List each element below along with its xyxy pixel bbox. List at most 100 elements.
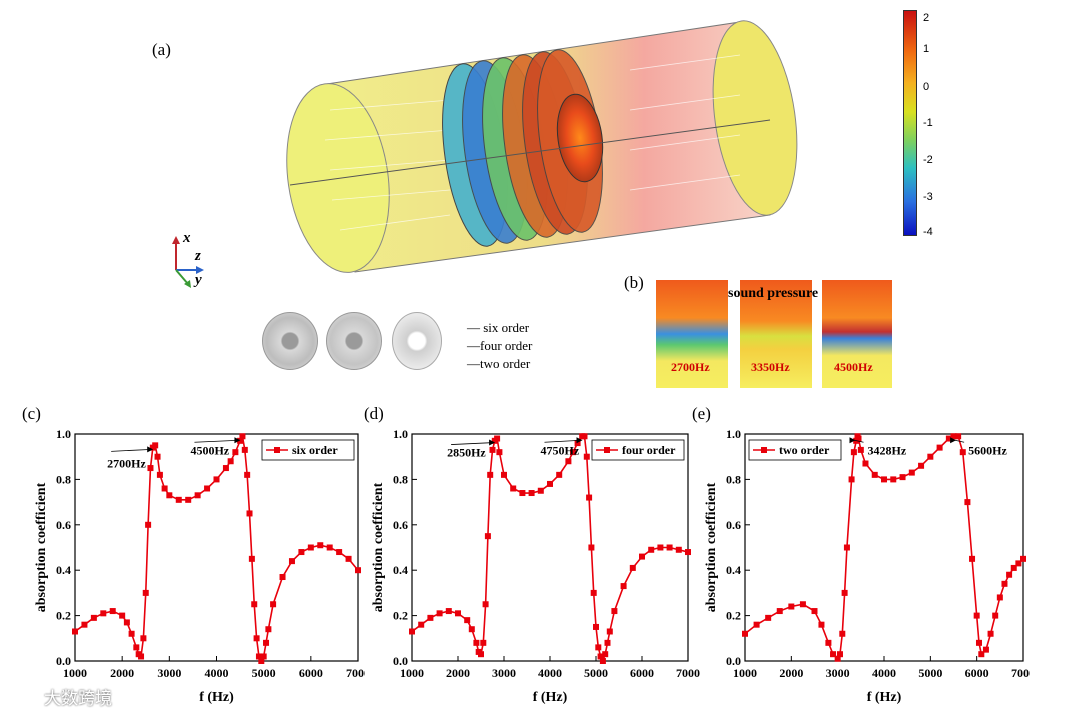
data-point [142,589,149,596]
legend-label: two order [779,443,830,457]
plot-frame [411,433,689,662]
four-order-thumbnail [326,312,382,370]
x-axis-label: f (Hz) [867,690,902,705]
colorbar-tick: 0 [923,81,930,93]
data-point [204,485,211,492]
data-point [72,628,78,635]
data-point [147,465,154,472]
data-point [336,549,343,556]
resonator-stack [442,49,604,247]
inset-freq-label: 3350Hz [751,360,790,374]
data-point [265,626,272,633]
x-tick-label: 5000 [918,666,942,680]
data-point [839,630,846,637]
data-point [537,487,544,494]
data-point [639,553,645,560]
legend-box [748,439,842,461]
data-point [799,601,806,608]
y-tick-label: 0.2 [726,609,741,623]
data-point [258,658,265,664]
data-point [1001,580,1008,587]
inset-2700 [656,280,728,388]
x-axis-label: f (Hz) [199,690,234,705]
data-point [978,651,985,658]
colorbar-tick: 1 [923,43,930,55]
annotation-arrow [111,448,153,452]
inset-freq-label: 4500Hz [834,360,873,374]
data-point [675,546,682,553]
data-point [133,644,140,651]
legend-box [591,439,685,461]
data-point [464,617,471,624]
data-point [836,651,843,658]
x-tick-label: 6000 [630,666,654,680]
data-point [237,437,244,444]
data-point [100,610,107,617]
data-point [890,476,897,483]
annotation-arrow [854,439,864,443]
data-point [298,549,305,556]
data-point [232,449,239,456]
colorbar-tick: -3 [923,191,933,203]
x-tick-label: 6000 [965,666,989,680]
triad-label-x: x [183,230,191,246]
data-point [244,471,251,478]
data-point [570,449,576,456]
data-point [765,614,772,621]
data-point [482,601,489,608]
data-point [1006,571,1013,578]
annotation-arrowhead [147,446,154,453]
x-tick-label: 5000 [252,666,276,680]
data-point [992,612,999,619]
data-point [409,628,415,635]
data-point [239,433,246,440]
annotation-arrowhead [950,437,957,444]
data-point [982,646,989,653]
x-tick-label: 7000 [676,666,700,680]
annotation-arrowhead [576,437,583,444]
data-point [1015,560,1022,567]
data-point [326,544,333,551]
data-point [494,435,501,442]
data-point [418,621,425,628]
y-tick-label: 1.0 [726,427,741,441]
inset-4500 [822,280,892,388]
data-point [270,601,277,608]
data-point [830,651,837,658]
y-tick-label: 0.4 [393,563,408,577]
annotation-arrowhead [234,437,241,444]
y-tick-label: 0.6 [726,518,741,532]
data-point [345,555,352,562]
inset-title: sound pressure [728,286,819,301]
y-axis-arrow [175,269,189,285]
chart-c: 1000 2000 3000 4000 5000 6000 7000 0.0 0.2 0.4 0.6… [34,427,365,705]
data-point [251,601,258,608]
colorbar-tick: -2 [923,154,933,166]
data-point [185,496,192,503]
data-point [468,626,475,633]
y-tick-label: 0.2 [56,609,71,623]
x-tick-label: 3000 [157,666,181,680]
panel-label-e: (e) [692,404,711,423]
inset-3350 [740,280,812,388]
data-point [899,474,906,481]
x-tick-label: 5000 [584,666,608,680]
y-tick-label: 0.0 [393,654,408,668]
data-point [565,458,572,465]
streamlines [324,54,741,231]
colorbar-tick: 2 [923,12,930,24]
colorbar [903,10,917,236]
x-tick-label: 7000 [1011,666,1030,680]
data-point [263,639,270,646]
data-point [581,433,588,440]
data-point [138,653,145,660]
x-tick-label: 2000 [446,666,470,680]
peak-annotation: 2700Hz [107,456,146,470]
legend-box [261,439,355,461]
data-point [588,544,595,551]
data-point [685,549,691,556]
data-point [908,469,915,476]
data-point [222,465,229,472]
y-tick-label: 0.0 [726,654,741,668]
axis-triad [172,236,204,288]
